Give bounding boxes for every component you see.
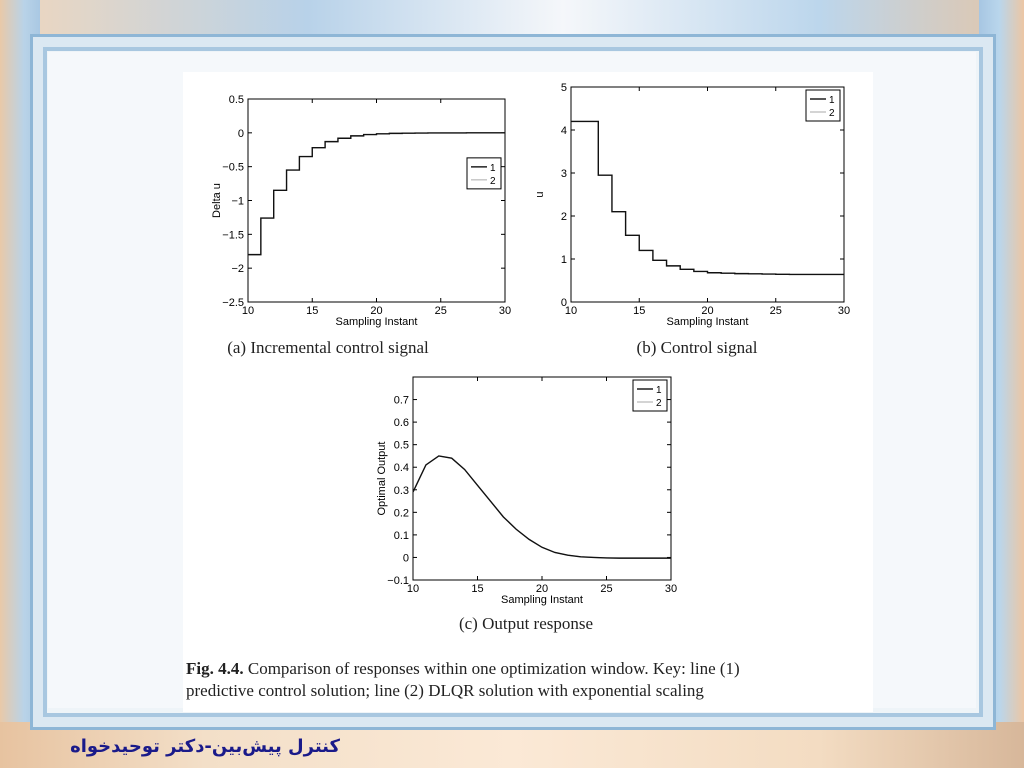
x-axis-label: Sampling Instant [667, 316, 749, 328]
y-tick-label: −1.5 [222, 229, 244, 241]
figure-caption: Fig. 4.4. Comparison of responses within… [186, 658, 876, 702]
legend-label: 1 [490, 163, 496, 174]
y-tick-label: 4 [561, 125, 567, 137]
y-tick-label: −2 [231, 263, 244, 275]
y-tick-label: 0.2 [394, 507, 409, 519]
caption-line2: predictive control solution; line (2) DL… [186, 681, 704, 700]
x-tick-label: 25 [770, 305, 782, 317]
legend-box [466, 157, 502, 190]
legend-label: 2 [829, 108, 835, 119]
x-tick-label: 20 [370, 305, 382, 317]
legend-label: 1 [656, 385, 662, 396]
plot-area [570, 86, 845, 303]
legend-box [805, 89, 841, 122]
x-axis-label: Sampling Instant [501, 594, 583, 606]
y-tick-label: 0.7 [394, 395, 409, 407]
plot-area [412, 376, 672, 581]
x-tick-label: 20 [536, 583, 548, 595]
legend-label: 2 [656, 398, 662, 409]
x-tick-label: 30 [838, 305, 850, 317]
x-tick-label: 15 [471, 583, 483, 595]
y-axis-label: u [534, 191, 546, 197]
series-line-1 [412, 455, 671, 559]
y-tick-label: 5 [561, 82, 567, 94]
y-tick-label: −0.5 [222, 162, 244, 174]
chart-incremental-control: 10 15 20 25 30 0.5 0 −0.5 −1 −1.5 −2 −2.5 Sampling I… [211, 94, 511, 328]
y-tick-label: −2.5 [222, 297, 244, 309]
caption-label: Fig. 4.4. [186, 659, 244, 678]
x-tick-label: 30 [665, 583, 677, 595]
x-tick-label: 15 [306, 305, 318, 317]
y-tick-label: −0.1 [387, 575, 409, 587]
y-axis-label: Delta u [211, 183, 223, 218]
series-line-1 [571, 120, 844, 276]
y-tick-label: 0.3 [394, 485, 409, 497]
x-tick-label: 20 [701, 305, 713, 317]
series-line-1 [248, 132, 505, 256]
subcaption-a: (a) Incremental control signal [227, 338, 429, 357]
y-tick-label: 3 [561, 168, 567, 180]
x-tick-label: 25 [435, 305, 447, 317]
y-tick-label: 0.5 [394, 440, 409, 452]
y-tick-label: 0.1 [394, 530, 409, 542]
y-tick-label: 0 [238, 128, 244, 140]
chart-output-response: 10 15 20 25 30 0.7 0.6 0.5 0.4 0.3 0.2 0.1 0 −0.1 Samp… [376, 376, 677, 606]
plot-area [247, 98, 506, 303]
figure-panel: 10 15 20 25 30 0.5 0 −0.5 −1 −1.5 −2 −2.5 Sampling I… [183, 72, 873, 712]
x-tick-label: 10 [242, 305, 254, 317]
y-tick-label: 0.5 [229, 94, 244, 106]
x-tick-label: 10 [407, 583, 419, 595]
y-tick-label: 2 [561, 211, 567, 223]
legend-box [632, 379, 668, 412]
footer-title: کنترل پیش‌بین-دکتر توحیدخواه [70, 736, 340, 757]
subcaption-c: (c) Output response [459, 614, 593, 633]
y-tick-label: 0.6 [394, 417, 409, 429]
background-top-band [0, 0, 1024, 38]
x-tick-label: 25 [600, 583, 612, 595]
y-tick-label: 0.4 [394, 462, 409, 474]
legend-label: 2 [490, 176, 496, 187]
x-axis-label: Sampling Instant [336, 316, 418, 328]
y-tick-label: −1 [231, 196, 244, 208]
x-tick-label: 30 [499, 305, 511, 317]
x-tick-label: 15 [633, 305, 645, 317]
subcaption-b: (b) Control signal [637, 338, 758, 357]
caption-line1: Comparison of responses within one optim… [247, 659, 740, 678]
x-tick-label: 10 [565, 305, 577, 317]
legend-label: 1 [829, 95, 835, 106]
y-tick-label: 1 [561, 254, 567, 266]
y-tick-label: 0 [403, 552, 409, 564]
y-tick-label: 0 [561, 297, 567, 309]
y-axis-label: Optimal Output [376, 442, 388, 516]
